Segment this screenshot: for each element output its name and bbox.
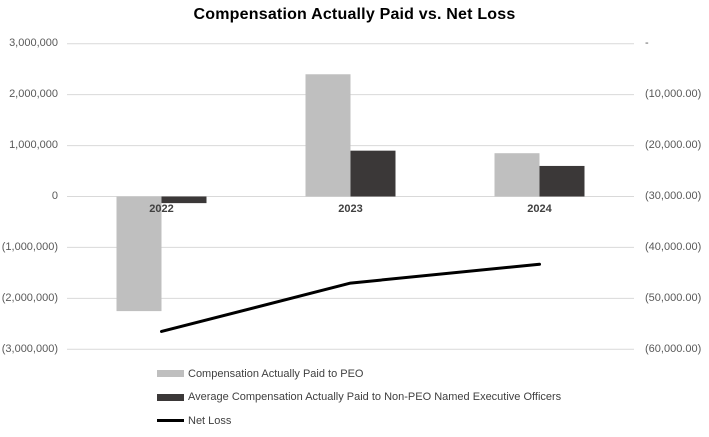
legend-item: Compensation Actually Paid to PEO [157,362,561,386]
right-axis-tick-label: (20,000.00) [645,139,702,152]
legend-label: Compensation Actually Paid to PEO [188,367,364,380]
x-axis-label-2022: 2022 [149,202,174,215]
right-axis-tick-label: (60,000.00) [645,342,702,355]
legend-swatch-icon [157,419,184,423]
right-axis-tick-label: (30,000.00) [645,190,702,202]
bar-non-peo-2022 [161,196,207,204]
x-axis-label-2023: 2023 [338,202,363,215]
left-axis-tick-label: 1,000,000 [9,139,58,152]
right-axis-tick-label: (50,000.00) [645,291,702,304]
legend: Compensation Actually Paid to PEO Average… [157,362,561,433]
bar-peo-2024 [494,153,540,197]
left-axis-tick-label: 2,000,000 [9,88,58,101]
legend-swatch-icon [157,393,184,401]
legend-label: Net Loss [188,414,232,427]
x-axis-label-2024: 2024 [527,202,552,215]
right-axis-tick-label: - [645,37,649,50]
left-axis-tick-label: (1,000,000) [1,240,58,253]
left-axis-tick-label: (2,000,000) [1,291,58,304]
net-loss-line [160,262,541,333]
right-axis-tick-label: (10,000.00) [645,88,702,101]
legend-swatch-icon [157,370,184,378]
bar-non-peo-2024 [539,165,585,197]
bar-peo-2022 [116,196,162,312]
left-axis-tick-label: 3,000,000 [9,37,58,50]
right-axis-tick-label: (40,000.00) [645,240,702,253]
chart-title: Compensation Actually Paid vs. Net Loss [193,6,516,23]
bar-non-peo-2023 [350,150,396,197]
bar-peo-2023 [305,74,351,197]
legend-item: Average Compensation Actually Paid to No… [157,386,561,410]
left-axis-tick-label: 0 [51,190,58,202]
legend-label: Average Compensation Actually Paid to No… [188,391,562,404]
left-axis-tick-label: (3,000,000) [1,342,58,355]
legend-item: Net Loss [157,409,561,433]
